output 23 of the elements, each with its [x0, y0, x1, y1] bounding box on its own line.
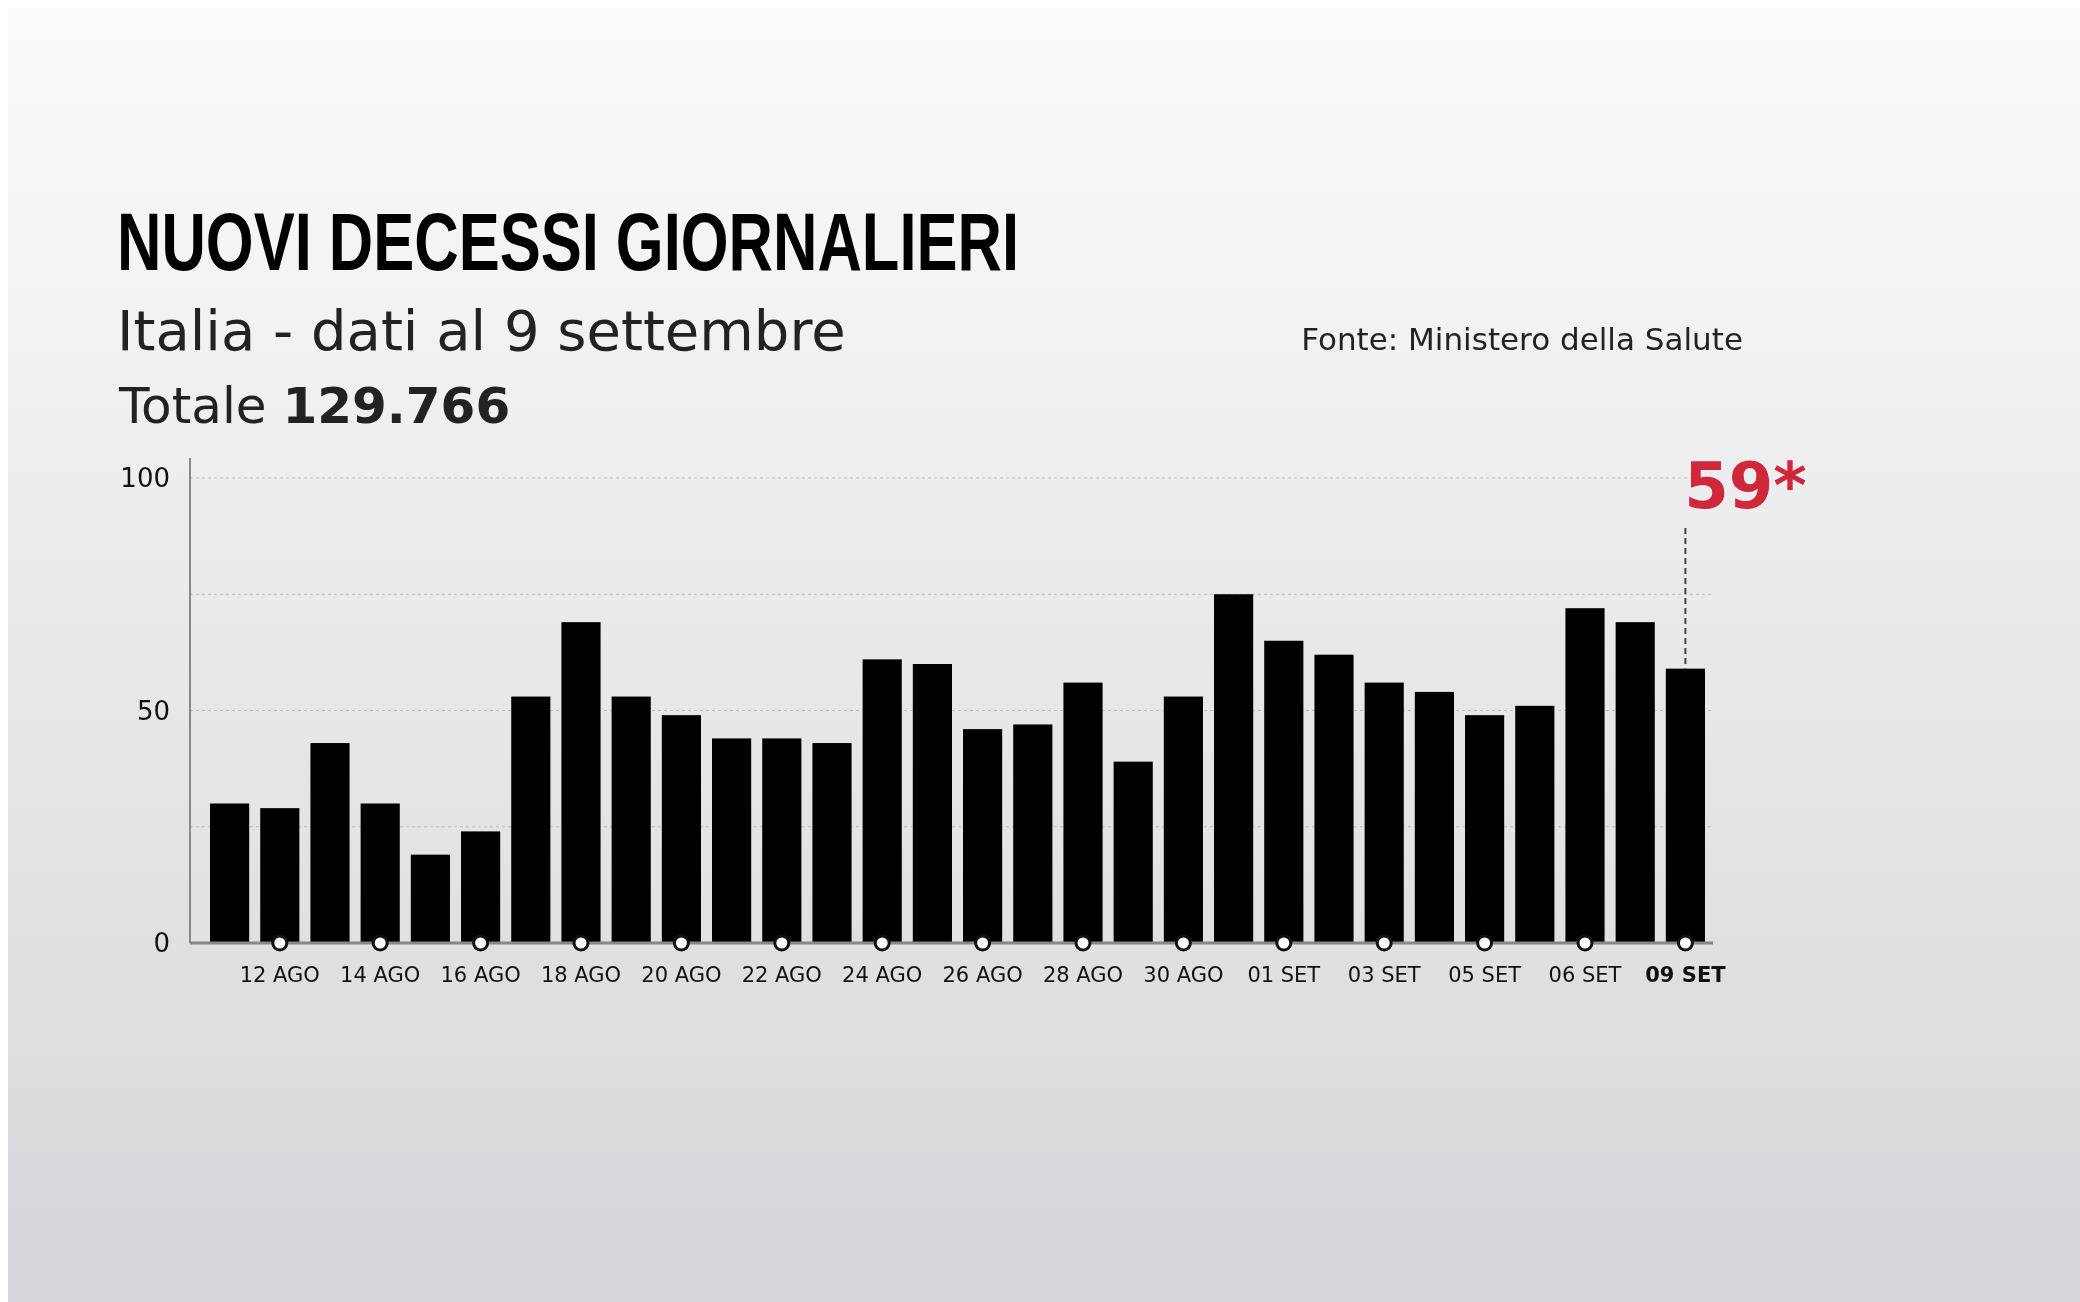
x-tick-label: 22 AGO: [741, 963, 822, 987]
x-tick-label: 28 AGO: [1042, 963, 1124, 987]
x-tick-label: 18 AGO: [540, 963, 622, 987]
annotation: 59*: [1684, 449, 1807, 523]
y-tick-label: 0: [153, 928, 170, 959]
x-tick-label: 30 AGO: [1143, 963, 1224, 987]
x-tick-label: 20 AGO: [641, 963, 722, 987]
x-tick-label: 05 SET: [1448, 963, 1522, 987]
y-tick-label: 50: [136, 695, 170, 726]
x-tick-label: 12 AGO: [239, 963, 320, 987]
x-tick-label: 26 AGO: [942, 963, 1023, 987]
chart-title: NUOVI DECESSI GIORNALIERI: [117, 195, 1019, 287]
y-tick-label: 100: [120, 463, 170, 494]
x-tick-label: 06 SET: [1548, 963, 1622, 987]
x-tick-label: 24 AGO: [842, 963, 923, 987]
x-tick-label: 03 SET: [1347, 963, 1421, 987]
x-tick-label: 16 AGO: [440, 963, 521, 987]
chart-subtitle: Italia - dati al 9 settembre: [117, 298, 846, 363]
x-tick-label: 09 SET: [1645, 963, 1727, 987]
source-note: Fonte: Ministero della Salute: [1301, 321, 1743, 357]
x-tick-label: 01 SET: [1247, 963, 1321, 987]
text: Totale 129.766: [118, 377, 511, 435]
x-tick-label: 14 AGO: [340, 963, 421, 987]
